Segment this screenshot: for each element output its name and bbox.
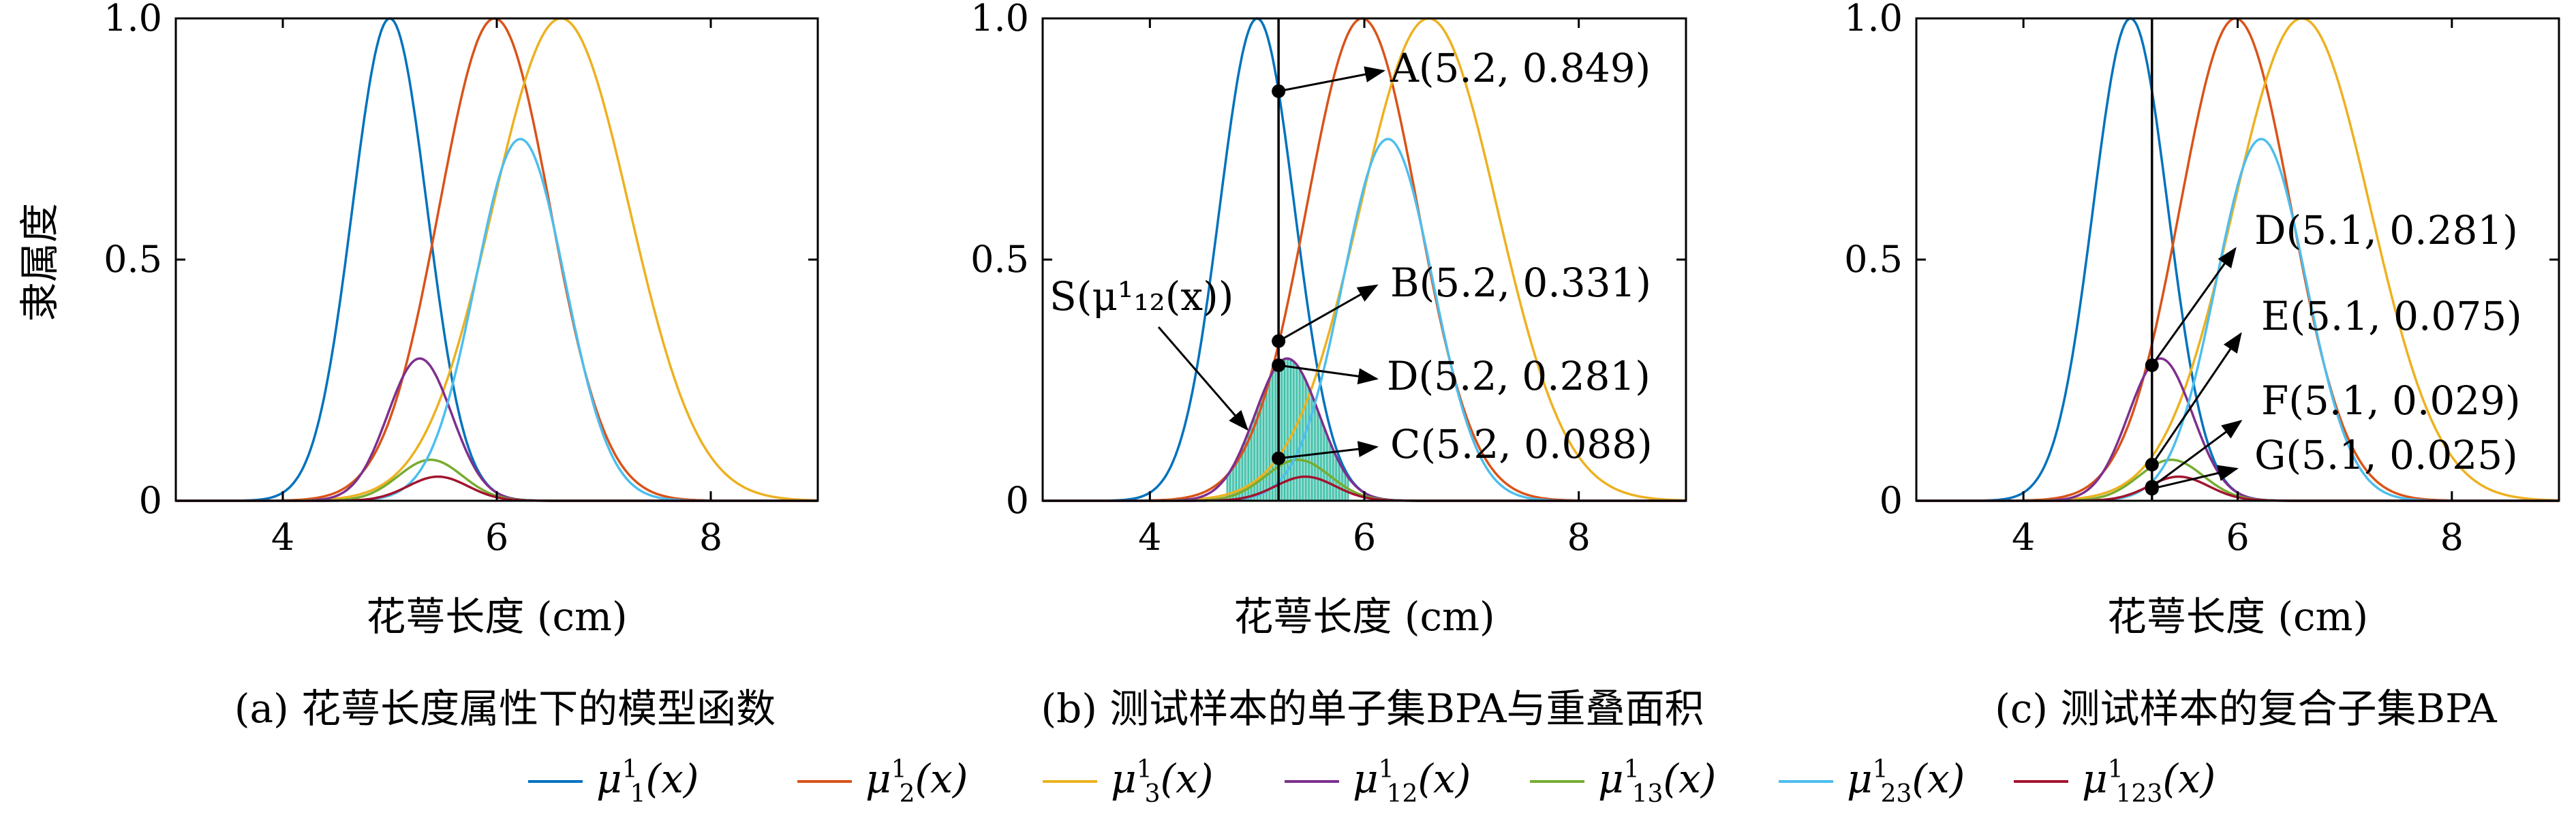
y-tick-label: 0 (1880, 479, 1903, 522)
y-tick-label: 0.5 (1844, 238, 1903, 281)
x-tick-label: 4 (271, 516, 294, 559)
y-tick-label: 0 (1006, 479, 1029, 522)
series-line-2 (176, 17, 818, 502)
legend-entry: μ1 123(x) (2082, 756, 2215, 808)
x-tick-label: 4 (1138, 516, 1161, 559)
annotation-label: E(5.1, 0.075) (2261, 293, 2522, 339)
plot-frame (1915, 17, 2560, 502)
annotation-arrow (1278, 66, 1385, 93)
annotation-arrow (1278, 364, 1379, 385)
annotation-label: A(5.2, 0.849) (1390, 45, 1651, 91)
annotation-label: G(5.1, 0.025) (2254, 432, 2518, 478)
x-tick-label: 6 (485, 516, 508, 559)
panel-c: 4 6 8 0 0.5 1.0 D(5.1, 0.281) E(5.1, 0.075) F(5… (1844, 0, 2560, 732)
annotation-arrow (2151, 332, 2242, 465)
plot-frame (174, 17, 819, 502)
annotation-arrow (2151, 247, 2237, 366)
annotation-arrow (2151, 465, 2239, 490)
annotation-label: F(5.1, 0.029) (2261, 377, 2521, 424)
series-line-1 (1916, 17, 2559, 502)
panel-caption: (b) 测试样本的单子集BPA与重叠面积 (1041, 685, 1704, 732)
overlap-area-label: S(μ¹₁₂(x)) (1049, 273, 1233, 320)
annotation-arrow (2151, 420, 2243, 488)
legend-entry: μ1 1(x) (596, 756, 699, 808)
x-tick-label: 6 (2226, 516, 2249, 559)
series-line-3 (176, 17, 818, 502)
series-line-4 (176, 357, 818, 502)
series-line-1 (176, 17, 818, 502)
y-tick-label: 1.0 (970, 0, 1029, 40)
y-tick-label: 0.5 (970, 238, 1029, 281)
x-axis-label: 花萼长度 (cm) (2107, 593, 2368, 640)
x-tick-label: 8 (1567, 516, 1590, 559)
panel-caption: (a) 花萼长度属性下的模型函数 (234, 685, 776, 732)
legend-entry: μ1 13(x) (1598, 756, 1716, 808)
legend-entry: μ1 12(x) (1353, 756, 1471, 808)
x-axis-label: 花萼长度 (cm) (1233, 593, 1494, 640)
annotation-label: D(5.2, 0.281) (1387, 353, 1651, 399)
legend-entry: μ1 23(x) (1847, 756, 1965, 808)
overlap-area-arrow (1157, 326, 1248, 431)
annotation-label: B(5.2, 0.331) (1390, 260, 1651, 306)
y-tick-label: 0.5 (104, 238, 162, 281)
legend-entry: μ1 3(x) (1111, 756, 1213, 808)
panel-a: 4 6 8 0 0.5 1.0 花萼长度 (cm) (a) 花萼长度属性下的模型函数 (104, 0, 819, 732)
panel-b: 4 6 8 0 0.5 1.0 A(5.2, 0.849) B(5.2, 0.331) D(5… (970, 0, 1704, 732)
panel-caption: (c) 测试样本的复合子集BPA (1995, 685, 2498, 732)
series-line-3 (1916, 17, 2560, 502)
x-tick-label: 8 (2440, 516, 2464, 559)
legend-entry: μ1 2(x) (865, 756, 968, 808)
x-tick-label: 6 (1353, 516, 1376, 559)
y-tick-label: 1.0 (104, 0, 162, 40)
y-axis-label: 隶属度 (16, 203, 63, 322)
series-line-2 (1916, 17, 2559, 502)
y-tick-label: 0 (139, 479, 162, 522)
x-tick-label: 8 (699, 516, 722, 559)
x-tick-label: 4 (2012, 516, 2035, 559)
legend: μ1 1(x) μ1 2(x) μ1 3(x) μ1 12(x) μ1 13(x) μ1 23(x) μ… (528, 756, 2215, 808)
annotation-label: D(5.1, 0.281) (2254, 207, 2518, 253)
annotation-arrow (1278, 284, 1379, 342)
y-tick-label: 1.0 (1844, 0, 1903, 40)
x-axis-label: 花萼长度 (cm) (366, 593, 627, 640)
annotation-arrow (1278, 441, 1379, 460)
annotation-label: C(5.2, 0.088) (1390, 421, 1653, 467)
